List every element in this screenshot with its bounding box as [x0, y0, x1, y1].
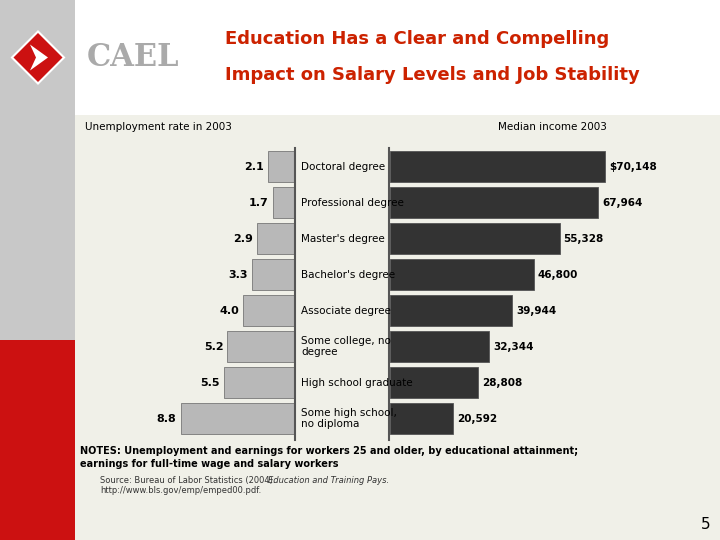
Bar [390, 151, 605, 182]
Bar [243, 295, 295, 326]
Text: Some college, no
degree: Some college, no degree [301, 336, 391, 357]
Text: 5.5: 5.5 [200, 377, 220, 388]
Text: 20,592: 20,592 [457, 414, 498, 423]
Text: NOTES: Unemployment and earnings for workers 25 and older, by educational attain: NOTES: Unemployment and earnings for wor… [80, 446, 578, 469]
Text: Source: Bureau of Labor Statistics (2004).: Source: Bureau of Labor Statistics (2004… [100, 476, 278, 485]
Text: Unemployment rate in 2003: Unemployment rate in 2003 [85, 122, 232, 132]
Bar [0, 0, 75, 540]
Text: High school graduate: High school graduate [301, 377, 413, 388]
Text: 5.2: 5.2 [204, 341, 223, 352]
Polygon shape [30, 44, 48, 71]
Text: 2.1: 2.1 [244, 161, 264, 172]
Bar [390, 331, 489, 362]
Text: 55,328: 55,328 [564, 233, 604, 244]
Text: Doctoral degree: Doctoral degree [301, 161, 385, 172]
Text: Education and Training Pays.: Education and Training Pays. [268, 476, 389, 485]
Bar [228, 331, 295, 362]
Text: 2.9: 2.9 [233, 233, 253, 244]
Text: CAEL: CAEL [87, 42, 179, 73]
Text: Bachelor's degree: Bachelor's degree [301, 269, 395, 280]
Bar [75, 0, 720, 115]
Bar [390, 403, 453, 434]
Bar [223, 367, 295, 398]
Text: 39,944: 39,944 [516, 306, 557, 315]
Text: $70,148: $70,148 [609, 161, 657, 172]
Text: 67,964: 67,964 [603, 198, 643, 207]
Text: Median income 2003: Median income 2003 [498, 122, 607, 132]
Bar [268, 151, 295, 182]
Text: Professional degree: Professional degree [301, 198, 404, 207]
Bar [390, 367, 478, 398]
Bar [0, 340, 75, 540]
Text: 28,808: 28,808 [482, 377, 523, 388]
Text: 1.7: 1.7 [249, 198, 269, 207]
Bar [257, 223, 295, 254]
Text: 8.8: 8.8 [157, 414, 176, 423]
Text: Master's degree: Master's degree [301, 233, 384, 244]
Text: 3.3: 3.3 [229, 269, 248, 280]
Bar [390, 259, 534, 290]
Text: Associate degree: Associate degree [301, 306, 391, 315]
Text: Impact on Salary Levels and Job Stability: Impact on Salary Levels and Job Stabilit… [225, 65, 640, 84]
Bar [75, 115, 720, 540]
Text: Education Has a Clear and Compelling: Education Has a Clear and Compelling [225, 30, 609, 48]
Text: http://www.bls.gov/emp/emped00.pdf.: http://www.bls.gov/emp/emped00.pdf. [100, 486, 261, 495]
Bar [390, 295, 513, 326]
Text: 32,344: 32,344 [493, 341, 534, 352]
Text: 5: 5 [701, 517, 710, 532]
Text: Some high school,
no diploma: Some high school, no diploma [301, 408, 397, 429]
Polygon shape [12, 31, 64, 84]
Bar [273, 187, 295, 218]
Bar [390, 223, 559, 254]
Bar [252, 259, 295, 290]
Bar [390, 187, 598, 218]
Text: 46,800: 46,800 [538, 269, 578, 280]
Bar [181, 403, 295, 434]
Text: 4.0: 4.0 [220, 306, 239, 315]
